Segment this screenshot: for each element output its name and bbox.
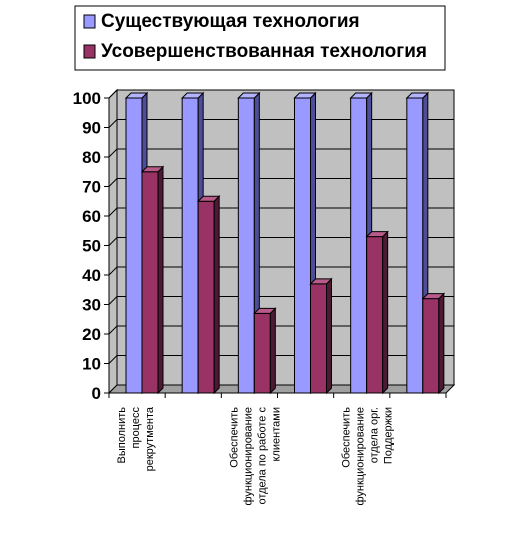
bar-top-series-1 xyxy=(349,92,373,99)
bar-series-2 xyxy=(141,171,159,394)
x-tick-label: процесс xyxy=(130,407,142,449)
gridline-side xyxy=(108,266,118,276)
bar-side-series-2 xyxy=(157,165,164,395)
gridline-side xyxy=(108,355,118,364)
bar-side-series-2 xyxy=(438,292,445,395)
y-tick-label: 20 xyxy=(82,325,101,344)
gridline-side xyxy=(108,325,118,335)
x-tick-label: отдела по работе с xyxy=(256,407,268,505)
y-tick-label: 90 xyxy=(82,119,101,138)
bar-series-1 xyxy=(294,97,311,394)
y-tick-label: 60 xyxy=(82,207,101,226)
bar-series-2 xyxy=(197,200,215,394)
gridline-side xyxy=(108,119,118,128)
gridline-side xyxy=(108,178,118,187)
y-tick-label: 50 xyxy=(82,237,101,256)
x-tick-label: Поддержки xyxy=(383,407,395,464)
bar-series-1 xyxy=(350,97,368,394)
x-tick-label: клиентами xyxy=(270,407,282,461)
bar-side-series-2 xyxy=(382,230,389,395)
y-tick-label: 30 xyxy=(82,296,101,315)
gridline-side xyxy=(108,237,118,246)
bar-series-2 xyxy=(253,312,271,394)
legend-label: Существующая технология xyxy=(101,11,360,32)
x-tick-label: функционирование xyxy=(242,407,254,506)
bar-side-series-2 xyxy=(326,277,332,395)
bar-series-2 xyxy=(366,236,384,394)
bar-series-1 xyxy=(406,97,424,394)
y-tick-label: 70 xyxy=(82,178,101,197)
bar-side-series-2 xyxy=(269,307,276,395)
gridline-side xyxy=(108,207,118,217)
bar-series-1 xyxy=(237,97,255,394)
y-tick-label: 10 xyxy=(82,355,101,374)
bar-top-series-1 xyxy=(124,92,149,99)
gridline-side xyxy=(108,89,118,99)
gridline-side xyxy=(108,296,118,305)
x-tick-label: Выполнить xyxy=(116,407,128,464)
bar-top-series-1 xyxy=(237,92,261,99)
legend-swatch xyxy=(83,44,96,59)
y-tick-label: 0 xyxy=(92,384,101,403)
x-tick-label: отдела орг. xyxy=(369,407,381,463)
x-tick-label: функционирование xyxy=(355,407,367,506)
x-tick-label: рекрутмента xyxy=(144,406,156,471)
gridline-side xyxy=(108,148,118,158)
x-tick-label: Обеспечить xyxy=(341,407,353,468)
bar-series-2 xyxy=(422,298,440,394)
y-tick-label: 80 xyxy=(82,148,101,167)
legend-box xyxy=(74,5,446,71)
bar-side-series-2 xyxy=(213,195,220,395)
bar-top-series-2 xyxy=(196,195,221,202)
bar-top-series-1 xyxy=(405,92,430,99)
legend-label: Усовершенствованная технология xyxy=(101,41,427,62)
y-tick-label: 40 xyxy=(82,266,101,285)
bar-top-series-2 xyxy=(421,293,446,300)
bar-top-series-1 xyxy=(180,92,205,99)
bar-series-1 xyxy=(181,97,199,394)
bar-series-1 xyxy=(125,97,143,394)
y-tick-label: 100 xyxy=(73,89,101,108)
bar-series-2 xyxy=(310,283,327,394)
legend-swatch xyxy=(83,14,96,29)
bar-top-series-2 xyxy=(140,166,165,173)
bar-top-series-2 xyxy=(309,278,333,285)
bar-top-series-2 xyxy=(365,231,389,238)
bar-top-series-2 xyxy=(253,307,277,314)
bar-top-series-1 xyxy=(293,92,317,99)
x-tick-label: Обеспечить xyxy=(228,407,240,468)
